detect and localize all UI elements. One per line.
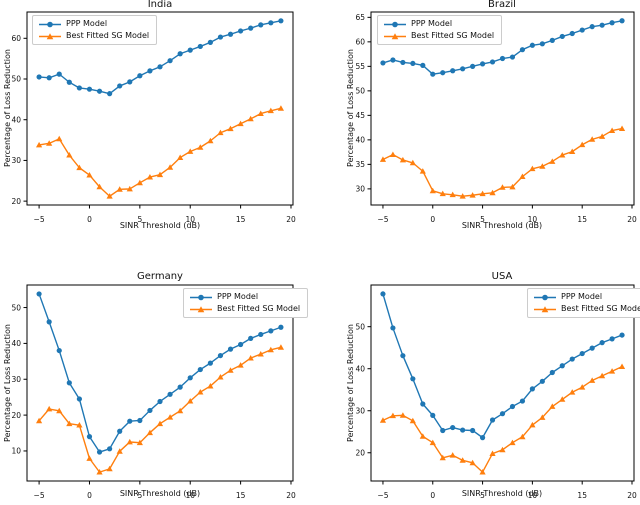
svg-text:20: 20 (627, 491, 637, 500)
sg-line-marker-icon (384, 32, 406, 39)
y-axis-label: Percentage of Loss Reduction (346, 324, 355, 442)
svg-text:50: 50 (355, 87, 365, 96)
svg-text:10: 10 (185, 215, 195, 224)
legend-item-ppp-model: PPP Model (190, 292, 300, 302)
svg-text:20: 20 (11, 197, 21, 206)
svg-text:0: 0 (87, 491, 92, 500)
svg-text:5: 5 (480, 491, 485, 500)
y-axis-label: Percentage of Loss Reduction (3, 49, 12, 167)
sg-line-marker-icon (190, 305, 212, 312)
legend-label: Best Fitted SG Model (217, 304, 301, 313)
legend: PPP Model Best Fitted SG Model (183, 288, 309, 318)
x-axis-label: SINR Threshold (dB) (119, 221, 201, 230)
ppp-line-marker-icon (384, 21, 406, 27)
x-axis-label: SINR Threshold (dB) (461, 489, 543, 498)
svg-text:30: 30 (11, 156, 21, 165)
legend: PPP Model Best Fitted SG Model (527, 288, 640, 318)
svg-text:30: 30 (355, 185, 365, 194)
svg-text:10: 10 (528, 215, 538, 224)
svg-text:20: 20 (11, 411, 21, 420)
chart-title: Germany (137, 271, 183, 282)
svg-text:5: 5 (480, 215, 485, 224)
legend-item-sg-model: Best Fitted SG Model (39, 31, 149, 41)
svg-text:20: 20 (286, 491, 296, 500)
legend-item-ppp-model: PPP Model (39, 19, 149, 29)
legend-label: PPP Model (66, 19, 108, 28)
legend-item-ppp-model: PPP Model (384, 19, 494, 29)
chart-title: USA (491, 271, 513, 282)
legend: PPP Model Best Fitted SG Model (377, 15, 503, 45)
ppp-line-marker-icon (534, 294, 556, 300)
svg-text:0: 0 (430, 215, 435, 224)
sg-line-marker-icon (534, 305, 556, 312)
svg-text:10: 10 (185, 491, 195, 500)
svg-text:60: 60 (11, 34, 21, 43)
y-axis-label: Percentage of Loss Reduction (3, 324, 12, 442)
svg-text:40: 40 (355, 136, 365, 145)
chart-title: India (147, 0, 173, 10)
svg-text:10: 10 (528, 491, 538, 500)
svg-text:50: 50 (11, 303, 21, 312)
svg-text:55: 55 (355, 62, 365, 71)
legend-item-sg-model: Best Fitted SG Model (534, 304, 640, 314)
svg-text:10: 10 (11, 447, 21, 456)
ppp-line-marker-icon (190, 294, 212, 300)
svg-text:45: 45 (355, 111, 365, 120)
svg-text:65: 65 (355, 13, 365, 22)
svg-text:20: 20 (355, 448, 365, 457)
svg-text:15: 15 (577, 215, 587, 224)
legend-label: Best Fitted SG Model (411, 31, 495, 40)
svg-text:35: 35 (355, 160, 365, 169)
chart-title: Brazil (488, 0, 516, 10)
legend: PPP Model Best Fitted SG Model (32, 15, 158, 45)
legend-item-sg-model: Best Fitted SG Model (190, 304, 300, 314)
sg-line-marker-icon (39, 32, 61, 39)
svg-text:15: 15 (236, 215, 246, 224)
svg-text:5: 5 (137, 491, 142, 500)
x-axis-label: SINR Threshold (dB) (119, 489, 201, 498)
svg-text:15: 15 (577, 491, 587, 500)
x-axis-label: SINR Threshold (dB) (461, 221, 543, 230)
svg-text:0: 0 (430, 491, 435, 500)
y-axis-label: Percentage of Loss Reduction (346, 49, 355, 167)
legend-label: PPP Model (411, 19, 453, 28)
svg-text:40: 40 (11, 115, 21, 124)
svg-text:20: 20 (286, 215, 296, 224)
svg-text:−5: −5 (34, 215, 45, 224)
svg-text:30: 30 (355, 406, 365, 415)
svg-text:−5: −5 (377, 491, 388, 500)
legend-item-ppp-model: PPP Model (534, 292, 640, 302)
legend-label: PPP Model (217, 292, 259, 301)
legend-label: PPP Model (561, 292, 603, 301)
legend-label: Best Fitted SG Model (66, 31, 150, 40)
svg-text:15: 15 (236, 491, 246, 500)
legend-item-sg-model: Best Fitted SG Model (384, 31, 494, 41)
svg-text:30: 30 (11, 375, 21, 384)
svg-text:50: 50 (11, 75, 21, 84)
svg-text:20: 20 (627, 215, 637, 224)
ppp-line-marker-icon (39, 21, 61, 27)
svg-text:60: 60 (355, 38, 365, 47)
svg-text:40: 40 (355, 364, 365, 373)
svg-text:40: 40 (11, 339, 21, 348)
svg-text:−5: −5 (34, 491, 45, 500)
legend-label: Best Fitted SG Model (561, 304, 640, 313)
svg-text:0: 0 (87, 215, 92, 224)
svg-text:−5: −5 (377, 215, 388, 224)
svg-text:50: 50 (355, 322, 365, 331)
svg-text:5: 5 (137, 215, 142, 224)
